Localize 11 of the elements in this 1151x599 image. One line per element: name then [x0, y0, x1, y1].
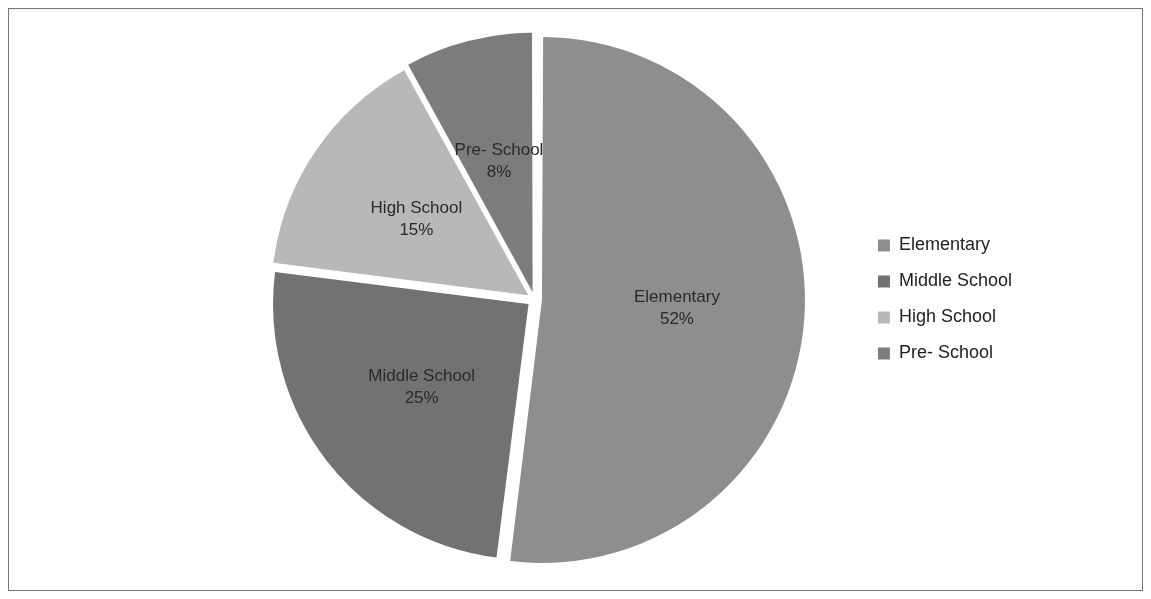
data-label: 15%	[399, 219, 434, 239]
data-label: 52%	[659, 309, 694, 329]
slice-label: Elementary	[633, 287, 721, 307]
data-label: 25%	[404, 387, 439, 407]
slice-label: High School	[370, 197, 463, 217]
legend-label: High School	[898, 306, 996, 327]
legend-label: Middle School	[898, 270, 1012, 291]
legend-label: Pre- School	[898, 342, 993, 363]
data-label: 8%	[486, 161, 512, 181]
legend-label: Elementary	[898, 234, 990, 255]
slice-label: Middle School	[368, 365, 476, 385]
